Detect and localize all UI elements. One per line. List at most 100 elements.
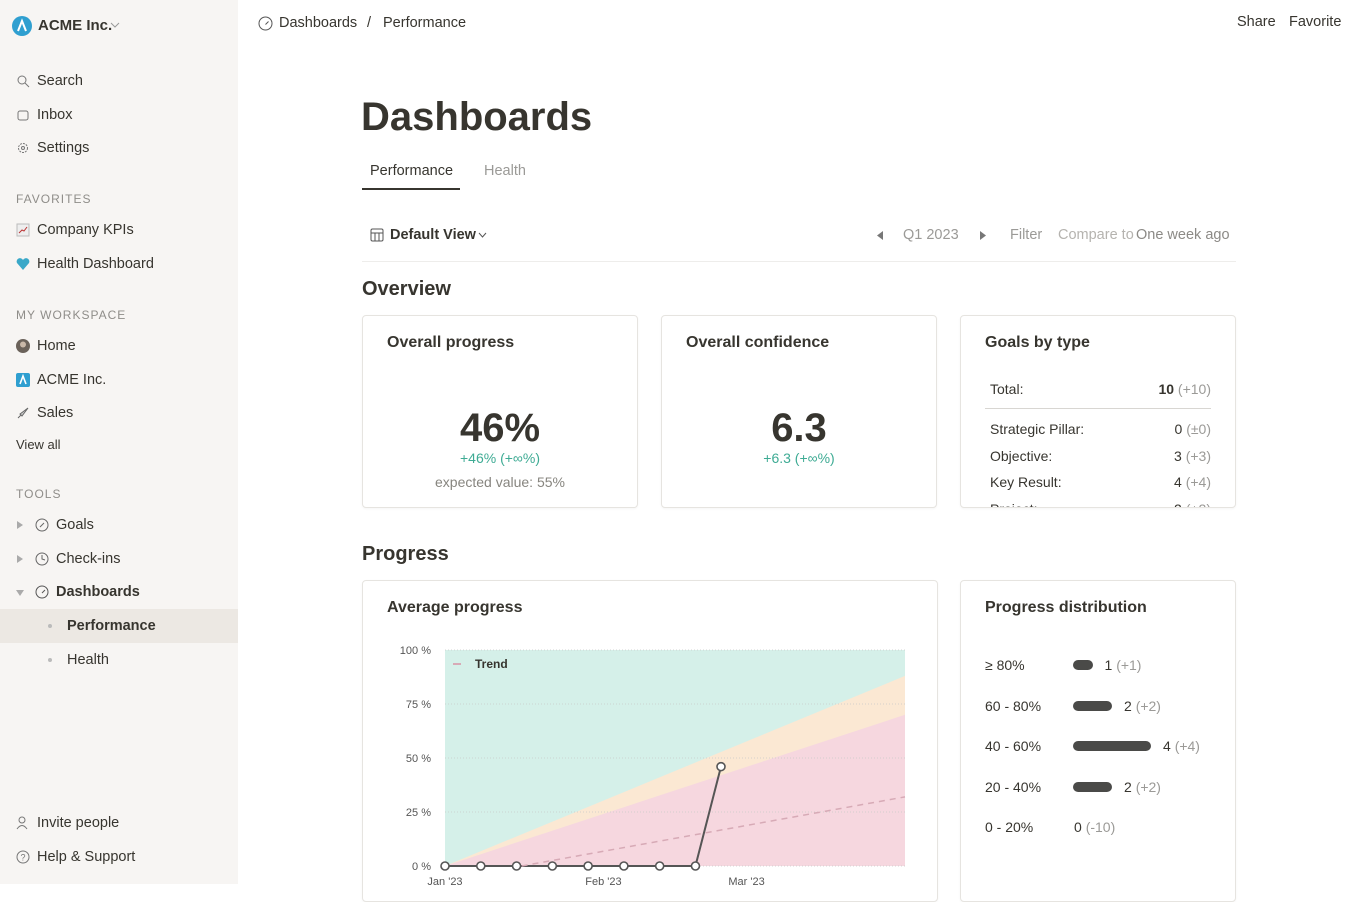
delta: (±0) — [1186, 421, 1211, 437]
data-point — [716, 761, 726, 772]
data-point — [511, 861, 522, 871]
subpage-item[interactable]: Performance — [67, 618, 156, 634]
next-period[interactable] — [979, 231, 987, 240]
divider — [985, 408, 1211, 409]
checkins-icon — [35, 552, 49, 566]
bar-label: 1 (+1) — [1105, 655, 1142, 675]
inbox-icon — [17, 110, 29, 121]
card-title: Progress distribution — [985, 599, 1147, 616]
chevron — [478, 232, 487, 238]
row-value: 4 (+4) — [1174, 472, 1211, 492]
dashboards-icon — [35, 585, 49, 599]
workspace-name[interactable]: ACME Inc. — [38, 17, 113, 34]
expand-arrow[interactable] — [16, 521, 24, 529]
view-all-link[interactable]: View all — [16, 437, 61, 452]
workspace-item[interactable]: ACME Inc. — [37, 372, 107, 388]
x-tick-label: Feb '23 — [585, 876, 621, 888]
value: 4 — [1174, 474, 1182, 490]
bar-value: 0 — [1074, 819, 1082, 835]
collapse-arrow[interactable] — [16, 589, 24, 597]
view-icon — [370, 228, 384, 242]
tab[interactable]: Performance — [370, 163, 454, 179]
category-label: ≥ 80% — [985, 657, 1025, 673]
section-title: Overview — [362, 278, 451, 300]
trend-line — [521, 796, 906, 867]
nav-item[interactable]: Settings — [37, 140, 90, 156]
x-tick-label: Jan '23 — [427, 876, 462, 888]
value: 3 — [1174, 447, 1182, 464]
breadcrumb-icon — [258, 16, 273, 31]
filter-button[interactable]: Filter — [1010, 227, 1043, 243]
metric-value: 6.3 — [771, 406, 827, 450]
line-chart: 0 % 25 % 50 % 75 % 100 % Jan '23 Feb '23 Mar '2… — [400, 645, 906, 888]
nav-item[interactable]: Inbox — [37, 107, 73, 123]
footer-item[interactable]: Invite people — [37, 815, 120, 831]
footer-item[interactable]: Help & Support — [37, 849, 136, 865]
chart-icon — [16, 223, 30, 237]
compare-value[interactable]: One week ago — [1136, 227, 1230, 243]
divider — [362, 261, 1236, 262]
bar-label: 4 (+4) — [1163, 736, 1200, 756]
expand-arrow[interactable] — [16, 555, 24, 563]
delta: (+2) — [1186, 501, 1211, 508]
tab-underline — [362, 188, 460, 190]
card-title: Average progress — [387, 599, 523, 616]
help-icon: ? — [16, 850, 30, 864]
favorite-item[interactable]: Company KPIs — [37, 222, 134, 238]
bar-delta: (-10) — [1085, 819, 1116, 835]
invite-icon — [16, 816, 28, 830]
nav-item[interactable]: Search — [37, 73, 83, 89]
breadcrumb[interactable]: Dashboards — [279, 15, 358, 31]
metric-delta: +46% (+∞%) — [459, 450, 540, 466]
row-value: 0 (±0) — [1175, 419, 1211, 439]
metric-delta: +6.3 (+∞%) — [763, 450, 835, 466]
total-delta: (+10) — [1177, 381, 1211, 397]
bullet — [48, 624, 52, 628]
section-title: MY WORKSPACE — [16, 308, 127, 322]
row-value: 2 (+2) — [1174, 499, 1211, 508]
period[interactable]: Q1 2023 — [903, 227, 959, 243]
section-title: TOOLS — [16, 487, 62, 501]
metric-value: 46% — [459, 406, 541, 450]
workspace-item[interactable]: Sales — [37, 405, 74, 421]
value: 2 — [1174, 501, 1182, 508]
confidence-card: Overall confidence 6.3 +6.3 (+∞%) — [661, 315, 937, 508]
bar-delta: (+4) — [1174, 738, 1200, 754]
tool-item[interactable]: Dashboards — [56, 584, 140, 600]
favorite-button[interactable]: Favorite — [1289, 14, 1342, 30]
y-tick-label: 25 % — [406, 807, 431, 819]
avatar — [16, 339, 30, 353]
search-icon — [17, 75, 30, 88]
workspace-item[interactable]: Home — [37, 338, 76, 354]
expected-value: expected value: 55% — [435, 474, 565, 490]
category-label: 60 - 80% — [985, 697, 1042, 714]
previous-period[interactable] — [876, 231, 884, 240]
data-point — [547, 861, 558, 871]
tool-item[interactable]: Goals — [56, 517, 94, 533]
svg-text:?: ? — [20, 853, 25, 863]
bar — [1073, 741, 1151, 751]
delta: (+4) — [1185, 474, 1211, 490]
category-label: 40 - 60% — [985, 738, 1042, 754]
section-title: FAVORITES — [16, 192, 92, 206]
bar-label: 2 (+2) — [1124, 777, 1161, 797]
row-label: Project: — [990, 499, 1037, 508]
bar-delta: (+1) — [1116, 657, 1142, 673]
tool-item[interactable]: Check-ins — [56, 551, 121, 567]
favorite-item[interactable]: Health Dashboard — [37, 256, 154, 272]
row-label: Strategic Pillar: — [990, 421, 1085, 437]
expected-band — [445, 714, 905, 866]
delta: (+3) — [1185, 447, 1211, 464]
active-row — [0, 609, 238, 643]
share-button[interactable]: Share — [1237, 14, 1276, 30]
view-selector[interactable]: Default View — [390, 227, 476, 243]
average-progress-card: Average progress 0 % 25 % 50 % 75 % 100 % Jan… — [362, 580, 938, 902]
bar-value: 4 — [1163, 738, 1171, 754]
breadcrumb[interactable]: Performance — [383, 15, 467, 31]
bar — [1073, 660, 1093, 670]
value: 0 — [1174, 421, 1183, 437]
tab[interactable]: Health — [484, 163, 526, 179]
bar — [1073, 781, 1112, 792]
subpage-item[interactable]: Health — [67, 652, 109, 668]
